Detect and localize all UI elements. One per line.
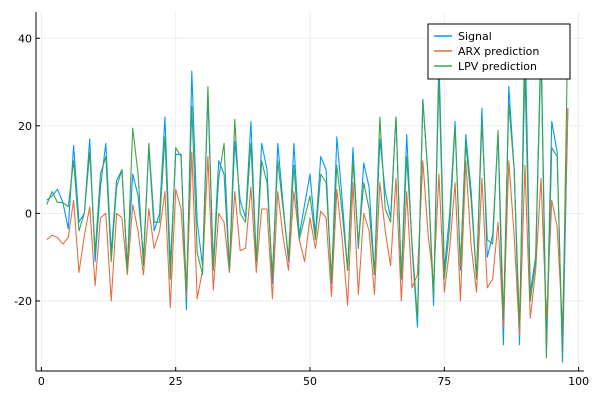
legend-label: Signal [458,30,492,43]
y-tick-label: 0 [25,207,32,220]
legend-label: ARX prediction [458,45,539,58]
x-tick-label: 0 [38,375,45,388]
y-tick-label: 20 [18,120,32,133]
x-tick-label: 25 [169,375,183,388]
series-lines [46,24,569,363]
series-line-lpv-prediction [46,25,569,359]
y-tick-label: 40 [18,32,32,45]
y-tick-label: -20 [14,295,32,308]
legend-label: LPV prediction [458,60,537,73]
legend: Signal ARX prediction LPV prediction [427,23,571,80]
tick-labels: 0 25 50 75 100 -20 0 20 40 [14,32,589,388]
series-line-arx-prediction [46,108,569,337]
x-tick-label: 75 [437,375,451,388]
axes [35,12,584,372]
x-tick-label: 100 [568,375,589,388]
x-tick-label: 50 [303,375,317,388]
